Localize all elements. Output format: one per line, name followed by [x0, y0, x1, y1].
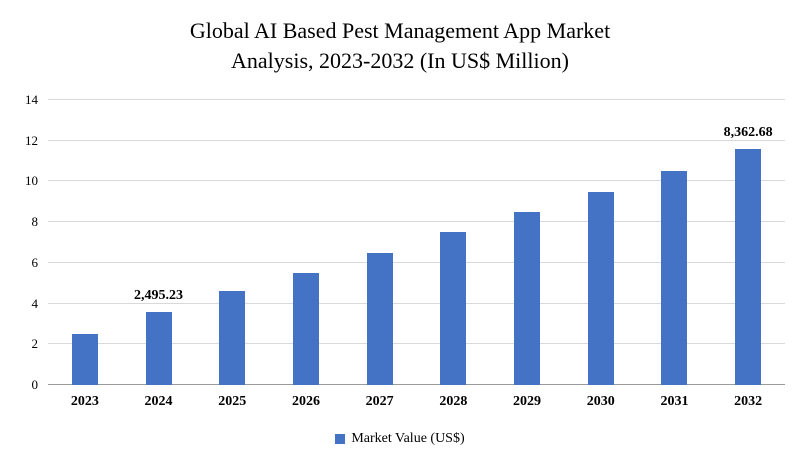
bar-2026	[292, 273, 319, 385]
bar-slot	[490, 100, 564, 385]
gridline	[48, 99, 785, 100]
bar-slot: 2,495.23	[122, 100, 196, 385]
chart-title: Global AI Based Pest Management App Mark…	[0, 16, 800, 75]
bar-2028	[440, 232, 467, 385]
bar-slot	[48, 100, 122, 385]
x-tick-label-2027: 2027	[365, 394, 394, 409]
bar-2032	[735, 148, 762, 385]
y-tick-label: 2	[31, 336, 39, 352]
gridline	[48, 139, 785, 141]
y-tick-label: 6	[31, 254, 39, 270]
gridline	[48, 180, 785, 182]
y-tick-label: 10	[25, 173, 38, 189]
gridline	[48, 302, 785, 304]
x-tick-label-2026: 2026	[291, 394, 320, 409]
x-tick-label-2032: 2032	[734, 394, 763, 409]
x-tick-label-2028: 2028	[439, 394, 468, 409]
bar-slot	[195, 100, 269, 385]
y-tick-label: 4	[31, 295, 39, 311]
plot-area: 0 2 4 6 8 10 12 14 2,495.23 8,362.68	[25, 92, 785, 392]
bar-slot	[638, 100, 712, 385]
chart-title-line-1: Global AI Based Pest Management App Mark…	[189, 18, 611, 43]
y-tick-label: 12	[25, 132, 38, 148]
x-tick-label-2024: 2024	[144, 394, 173, 409]
bar-2027	[366, 252, 393, 385]
data-label-2032: 8,362.68	[723, 124, 773, 140]
y-tick-label: 8	[31, 214, 39, 230]
x-tick-label-2031: 2031	[660, 394, 689, 409]
bar-slot	[269, 100, 343, 385]
bar-2030	[587, 191, 614, 385]
bar-2029	[514, 211, 541, 385]
bar-slot	[417, 100, 491, 385]
x-tick-label-2023: 2023	[70, 394, 99, 409]
y-tick-label: 0	[31, 377, 39, 392]
x-axis-line	[48, 384, 785, 385]
gridline	[48, 221, 785, 223]
x-tick-label-2029: 2029	[513, 394, 542, 409]
x-tick-label-2025: 2025	[218, 394, 247, 409]
legend-swatch-icon	[335, 434, 346, 444]
y-tick-label: 14	[25, 92, 38, 107]
legend: Market Value (US$)	[0, 431, 800, 447]
gridline	[48, 261, 785, 263]
data-label-2024: 2,495.23	[134, 287, 184, 303]
bar-slot: 8,362.68	[711, 100, 785, 385]
bar-2024	[145, 311, 172, 385]
chart-title-line-2: Analysis, 2023-2032 (In US$ Million)	[231, 47, 569, 73]
bar-2025	[219, 291, 246, 385]
gridline	[48, 343, 785, 345]
x-tick-label-2030: 2030	[586, 394, 615, 409]
bar-slot	[343, 100, 417, 385]
bar-2023	[71, 334, 98, 385]
bar-2031	[661, 171, 688, 385]
legend-label: Market Value (US$)	[351, 431, 465, 446]
x-axis-labels: 2023 2024 2025 2026 2027 2028 2029 2030 2031 2032	[48, 394, 785, 414]
bar-slot	[564, 100, 638, 385]
